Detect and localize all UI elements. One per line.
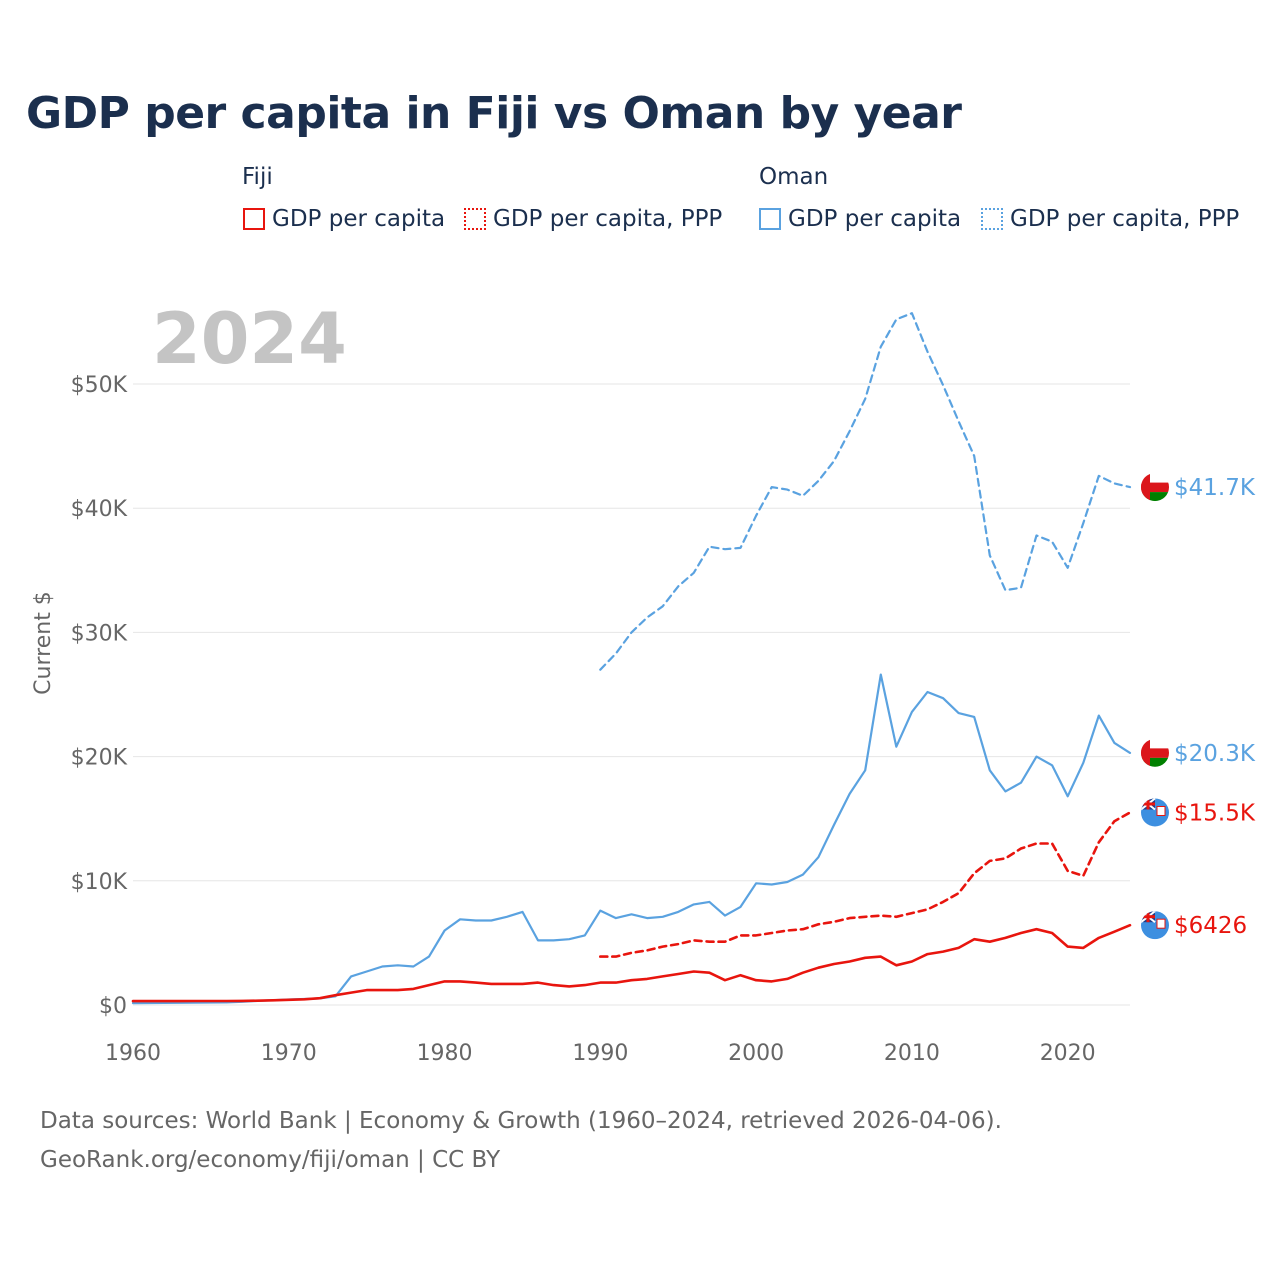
legend-group-fiji: Fiji xyxy=(242,164,273,190)
oman-flag-icon xyxy=(1141,738,1169,767)
series-end-markers: $41.7K $20.3K $15.5K $6426 xyxy=(1141,473,1256,940)
legend-label-oman-gdp: GDP per capita xyxy=(788,206,962,232)
oman-flag-icon xyxy=(1141,473,1169,502)
x-axis-ticks: 1960 1970 1980 1990 2000 2010 2020 xyxy=(105,1041,1096,1066)
series-end-label: $41.7K xyxy=(1174,475,1256,501)
source-line-1: Data sources: World Bank | Economy & Gro… xyxy=(40,1108,1002,1134)
legend-group-oman: Oman xyxy=(759,164,829,190)
legend-swatch-fiji-dotted xyxy=(464,208,486,230)
y-tick-label: $20K xyxy=(71,746,128,771)
y-axis-ticks: $0 $10K $20K $30K $40K $50K xyxy=(71,373,128,1019)
y-tick-label: $40K xyxy=(71,497,128,522)
y-tick-label: $10K xyxy=(71,870,128,895)
y-tick-label: $50K xyxy=(71,373,128,398)
x-tick-label: 2000 xyxy=(728,1041,784,1066)
legend-swatch-fiji-solid xyxy=(243,208,265,230)
x-tick-label: 2020 xyxy=(1040,1041,1096,1066)
legend-label-fiji-ppp: GDP per capita, PPP xyxy=(493,206,723,232)
series-line-fiji-ppp xyxy=(598,811,1132,958)
y-axis-title: Current $ xyxy=(31,591,56,695)
legend-item-oman-gdp[interactable]: GDP per capita xyxy=(759,206,961,232)
series-line-oman-ppp xyxy=(599,312,1132,671)
series-end-label: $6426 xyxy=(1174,913,1247,939)
fiji-flag-icon xyxy=(1141,798,1169,827)
year-watermark: 2024 xyxy=(152,298,347,380)
legend-swatch-oman-dotted xyxy=(981,208,1003,230)
y-tick-label: $0 xyxy=(99,994,127,1019)
fiji-flag-icon xyxy=(1141,911,1169,940)
x-tick-label: 1970 xyxy=(261,1041,317,1066)
series-end-label: $15.5K xyxy=(1174,800,1256,826)
legend-item-oman-ppp[interactable]: GDP per capita, PPP xyxy=(981,206,1239,232)
gridlines xyxy=(133,383,1130,1006)
legend-swatch-oman-solid xyxy=(759,208,781,230)
x-tick-label: 1960 xyxy=(105,1041,161,1066)
legend-item-fiji-gdp[interactable]: GDP per capita xyxy=(243,206,445,232)
chart-title: GDP per capita in Fiji vs Oman by year xyxy=(26,88,962,139)
legend-label-fiji-gdp: GDP per capita xyxy=(272,206,446,232)
x-tick-label: 1980 xyxy=(417,1041,473,1066)
legend-label-oman-ppp: GDP per capita, PPP xyxy=(1010,206,1240,232)
legend-item-fiji-ppp[interactable]: GDP per capita, PPP xyxy=(464,206,722,232)
series-line-fiji-gdp xyxy=(131,923,1132,1003)
series-end-label: $20.3K xyxy=(1174,741,1256,767)
series-lines xyxy=(131,312,1132,1005)
source-line-2: GeoRank.org/economy/fiji/oman | CC BY xyxy=(40,1147,501,1173)
line-chart: 2024 Current $ $0 $10K $20K $30K $40K $50K 19… xyxy=(31,298,1256,1066)
x-tick-label: 2010 xyxy=(884,1041,940,1066)
x-tick-label: 1990 xyxy=(572,1041,628,1066)
y-tick-label: $30K xyxy=(71,621,128,646)
